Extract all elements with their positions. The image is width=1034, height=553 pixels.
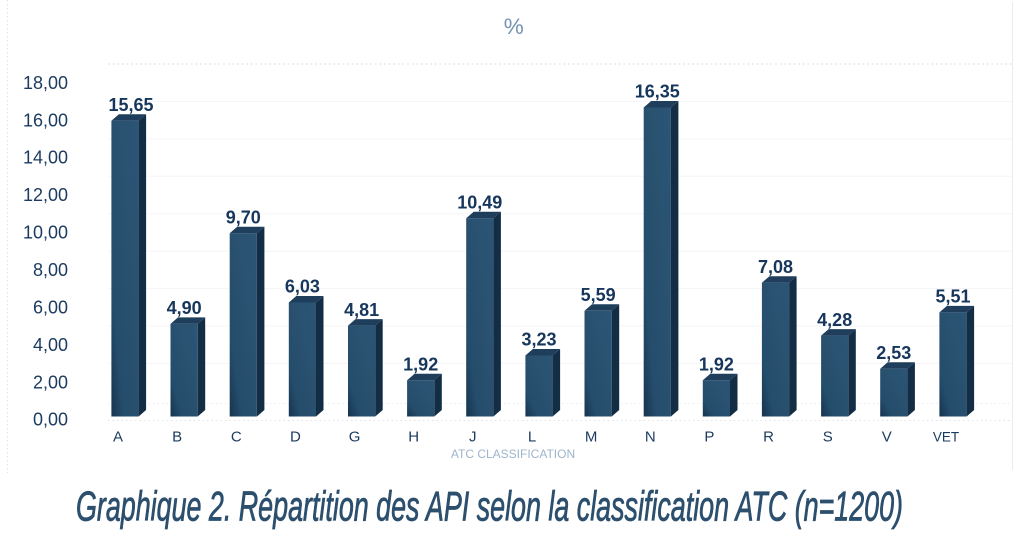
svg-text:2,00: 2,00	[33, 372, 68, 392]
svg-text:P: P	[704, 429, 714, 446]
svg-text:9,70: 9,70	[226, 207, 261, 227]
svg-text:%: %	[504, 14, 524, 39]
svg-text:G: G	[349, 429, 361, 446]
svg-text:2,53: 2,53	[876, 343, 911, 363]
svg-text:M: M	[585, 429, 598, 446]
svg-text:5,59: 5,59	[581, 285, 616, 305]
svg-text:Graphique 2. Répartition des A: Graphique 2. Répartition des API selon l…	[76, 483, 903, 530]
svg-text:ATC CLASSIFICATION: ATC CLASSIFICATION	[451, 447, 575, 461]
svg-text:L: L	[528, 429, 536, 446]
svg-text:C: C	[231, 429, 242, 446]
svg-text:N: N	[645, 429, 656, 446]
svg-text:B: B	[172, 429, 182, 446]
svg-text:7,08: 7,08	[758, 257, 793, 277]
svg-text:14,00: 14,00	[23, 148, 68, 168]
svg-text:4,90: 4,90	[167, 298, 202, 318]
svg-text:R: R	[763, 429, 774, 446]
svg-text:12,00: 12,00	[23, 185, 68, 205]
svg-text:H: H	[408, 429, 419, 446]
svg-text:18,00: 18,00	[23, 73, 68, 93]
svg-text:J: J	[469, 429, 477, 446]
svg-text:6,00: 6,00	[33, 297, 68, 317]
svg-text:4,00: 4,00	[33, 335, 68, 355]
svg-text:15,65: 15,65	[108, 95, 153, 115]
svg-text:0,00: 0,00	[33, 410, 68, 430]
svg-text:A: A	[113, 429, 123, 446]
svg-text:5,51: 5,51	[935, 287, 970, 307]
svg-text:16,00: 16,00	[23, 110, 68, 130]
svg-text:1,92: 1,92	[699, 354, 734, 374]
svg-text:16,35: 16,35	[635, 82, 680, 102]
svg-text:10,49: 10,49	[457, 192, 502, 212]
svg-text:8,00: 8,00	[33, 260, 68, 280]
svg-text:10,00: 10,00	[23, 223, 68, 243]
svg-text:4,28: 4,28	[817, 310, 852, 330]
svg-text:S: S	[823, 429, 833, 446]
svg-text:6,03: 6,03	[285, 277, 320, 297]
svg-text:VET: VET	[933, 430, 959, 445]
svg-text:4,81: 4,81	[344, 300, 379, 320]
svg-text:1,92: 1,92	[403, 354, 438, 374]
svg-text:3,23: 3,23	[521, 330, 556, 350]
svg-text:V: V	[882, 429, 892, 446]
svg-text:D: D	[290, 429, 301, 446]
